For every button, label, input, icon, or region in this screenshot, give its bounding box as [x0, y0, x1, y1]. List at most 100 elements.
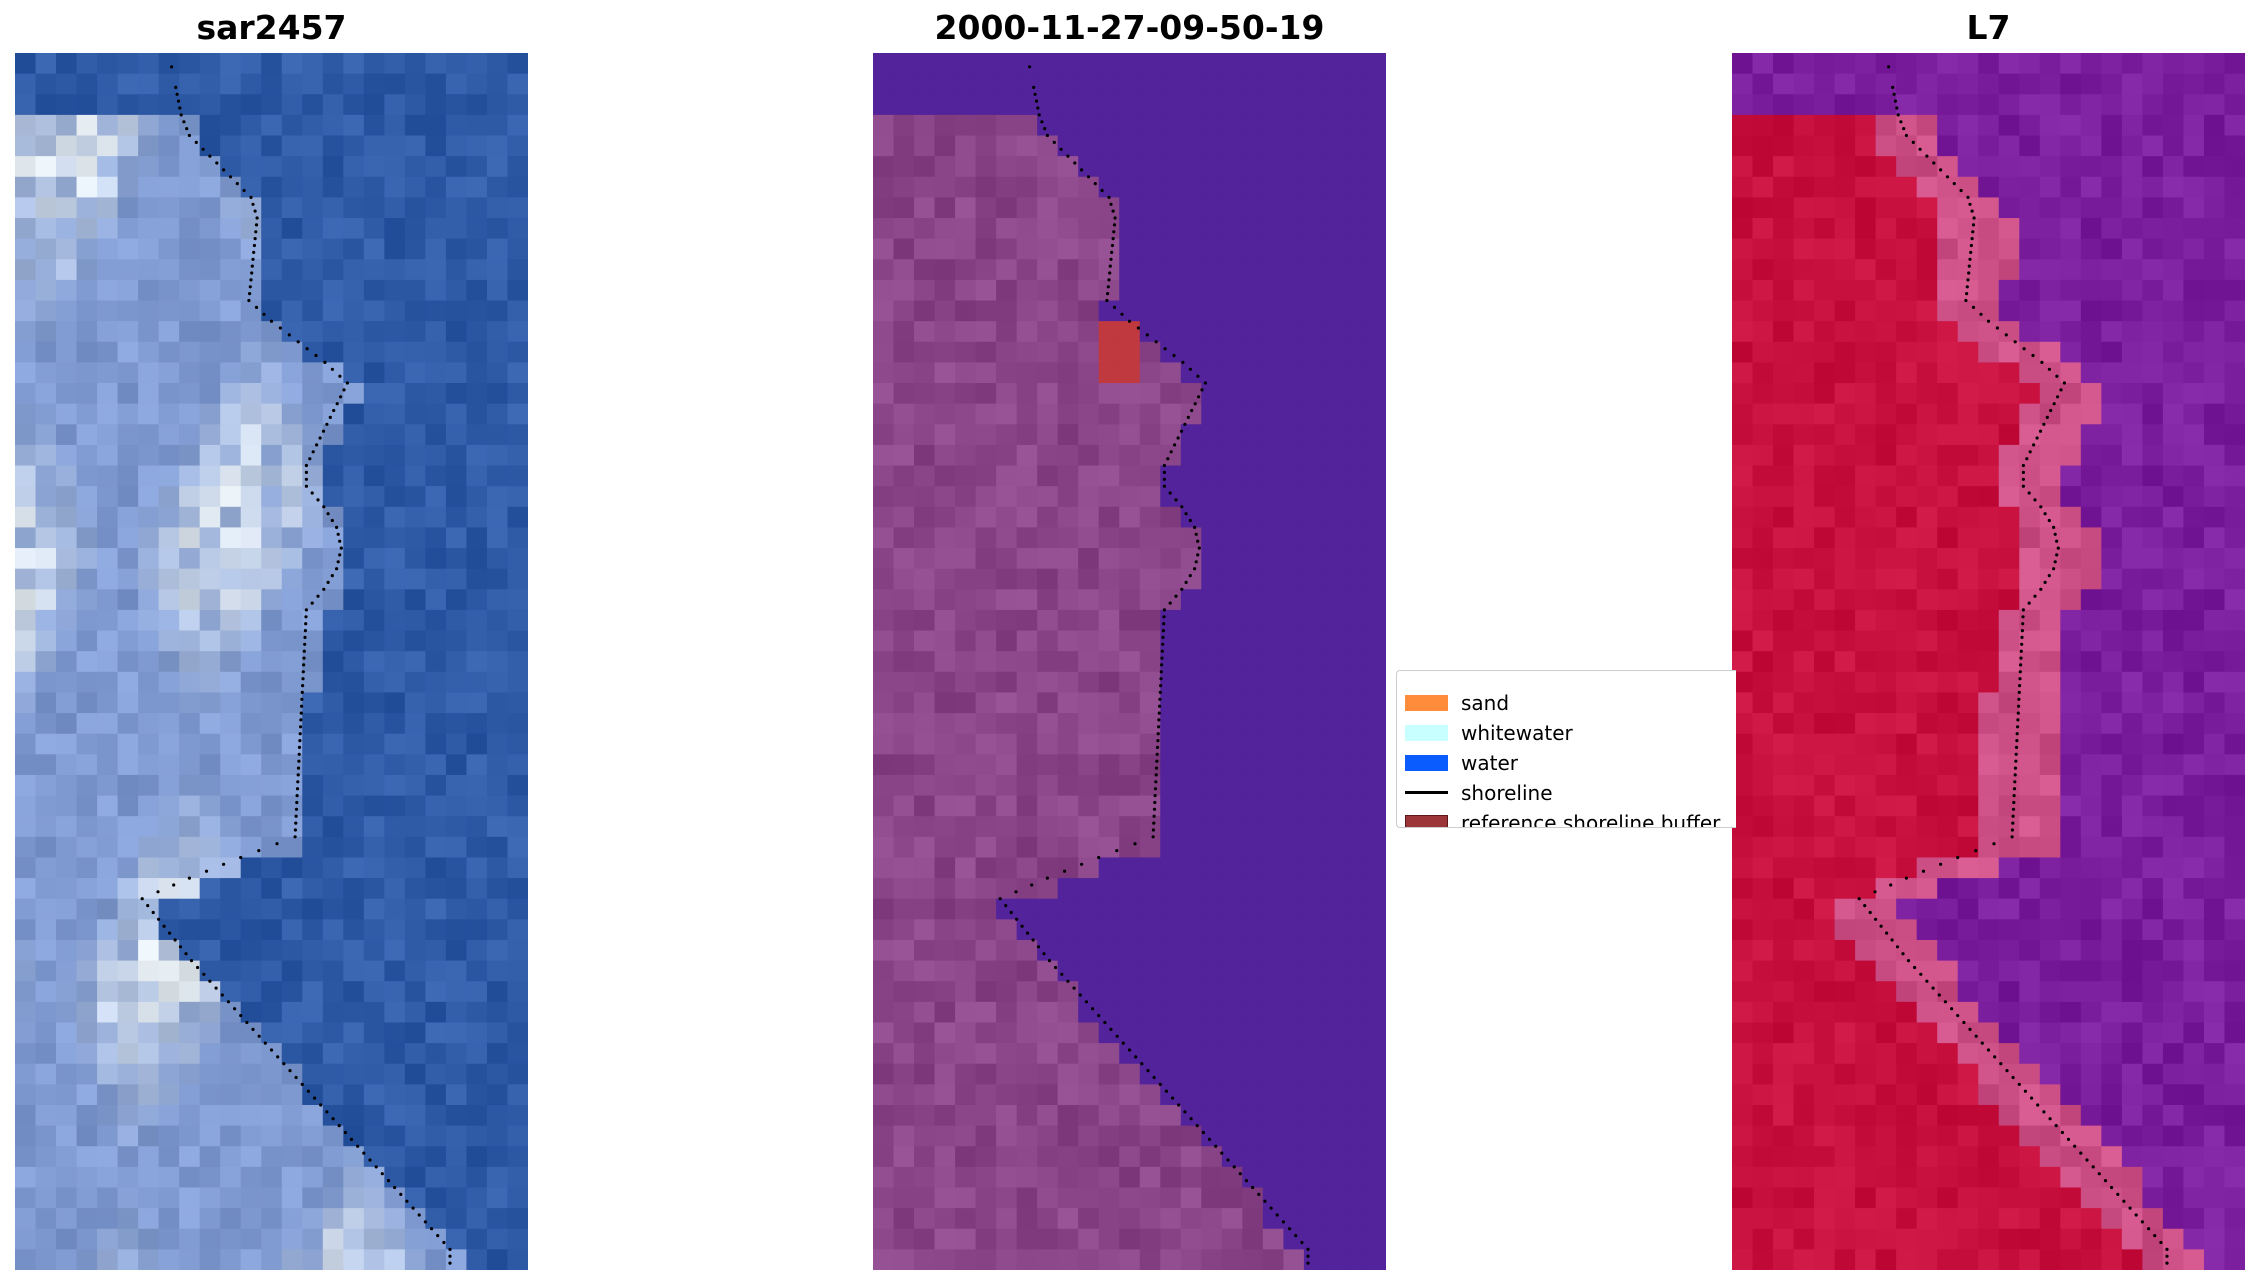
pixel-cell [179, 589, 201, 611]
pixel-cell [138, 341, 160, 364]
pixel-cell [1078, 960, 1100, 982]
pixel-cell [955, 486, 977, 508]
pixel-cell [2039, 135, 2061, 157]
pixel-cell [996, 259, 1018, 281]
pixel-cell [2162, 321, 2185, 343]
pixel-cell [220, 1001, 242, 1024]
pixel-cell [996, 1125, 1018, 1147]
pixel-cell [1037, 135, 1059, 157]
pixel-cell [117, 238, 139, 260]
shoreline-dot [1945, 175, 1950, 179]
pixel-cell [445, 1001, 468, 1024]
pixel-cell [2039, 1146, 2061, 1168]
pixel-cell [1957, 321, 1979, 343]
pixel-cell [486, 362, 509, 384]
pixel-cell [1855, 548, 1877, 570]
pixel-cell [179, 919, 201, 941]
pixel-cell [1834, 1084, 1856, 1106]
pixel-cell [1937, 981, 1959, 1003]
shoreline-dot [1162, 608, 1166, 612]
pixel-cell [1283, 692, 1305, 714]
pixel-cell [975, 1208, 997, 1230]
pixel-cell [934, 506, 956, 529]
pixel-cell [384, 279, 406, 302]
pixel-cell [2039, 321, 2061, 343]
pixel-cell [2080, 73, 2102, 95]
pixel-cell [1365, 939, 1386, 962]
pixel-cell [384, 383, 406, 405]
pixel-cell [179, 341, 201, 364]
shoreline-dot [248, 292, 252, 296]
pixel-cell [2060, 795, 2082, 817]
pixel-cell [507, 238, 528, 260]
pixel-cell [15, 444, 37, 467]
pixel-cell [1180, 1208, 1202, 1230]
pixel-cell [873, 919, 895, 941]
pixel-cell [2101, 486, 2123, 508]
pixel-cell [2101, 1125, 2123, 1147]
shoreline-dot [162, 924, 166, 928]
pixel-cell [1283, 568, 1305, 590]
shoreline-dot [1197, 546, 1201, 550]
pixel-cell [179, 114, 201, 137]
pixel-cell [1957, 424, 1979, 446]
pixel-cell [1016, 774, 1038, 797]
pixel-cell [240, 898, 262, 920]
pixel-cell [1957, 506, 1979, 529]
pixel-cell [1078, 53, 1100, 75]
shoreline-dot [2159, 1240, 2163, 1245]
pixel-cell [384, 176, 406, 198]
pixel-cell [1180, 1166, 1202, 1189]
pixel-cell [363, 1001, 385, 1024]
pixel-cell [1262, 795, 1284, 817]
pixel-cell [1221, 135, 1243, 157]
pixel-cell [1242, 795, 1264, 817]
pixel-cell [2203, 692, 2226, 714]
pixel-cell [1057, 754, 1079, 776]
pixel-cell [2039, 1228, 2061, 1250]
pixel-cell [914, 1001, 936, 1024]
pixel-cell [138, 1022, 160, 1044]
pixel-cell [445, 795, 468, 817]
pixel-cell [2019, 1063, 2041, 1085]
pixel-cell [1365, 114, 1386, 137]
pixel-cell [1139, 836, 1161, 859]
pixel-cell [404, 94, 426, 116]
pixel-cell [1344, 589, 1367, 611]
pixel-cell [1139, 321, 1161, 343]
pixel-cell [1773, 878, 1795, 900]
pixel-cell [2101, 1001, 2123, 1024]
pixel-cell [2183, 568, 2205, 590]
pixel-cell [1139, 878, 1161, 900]
pixel-cell [322, 527, 344, 549]
pixel-cell [1793, 197, 1815, 219]
pixel-cell [1303, 548, 1326, 570]
pixel-cell [873, 1063, 895, 1085]
pixel-cell [261, 568, 283, 590]
pixel-cell [486, 300, 509, 322]
pixel-cell [1998, 939, 2020, 962]
pixel-cell [1937, 300, 1959, 322]
pixel-cell [955, 300, 977, 322]
pixel-cell [996, 362, 1018, 384]
pixel-cell [507, 486, 528, 508]
pixel-cell [363, 692, 385, 714]
pixel-cell [35, 1125, 57, 1147]
pixel-cell [76, 300, 98, 322]
pixel-cell [2224, 857, 2245, 879]
pixel-cell [2142, 53, 2164, 75]
pixel-cell [322, 857, 344, 879]
pixel-cell [1937, 279, 1959, 302]
pixel-cell [1098, 754, 1120, 776]
pixel-cell [1078, 1022, 1100, 1044]
pixel-cell [56, 857, 78, 879]
shoreline-dot [2016, 718, 2020, 722]
pixel-cell [1242, 176, 1264, 198]
pixel-cell [35, 816, 57, 838]
pixel-cell [302, 1063, 324, 1085]
shoreline-dot [322, 505, 326, 509]
pixel-cell [158, 176, 180, 198]
pixel-cell [2060, 197, 2082, 219]
pixel-cell [1057, 465, 1079, 487]
pixel-cell [117, 1084, 139, 1106]
